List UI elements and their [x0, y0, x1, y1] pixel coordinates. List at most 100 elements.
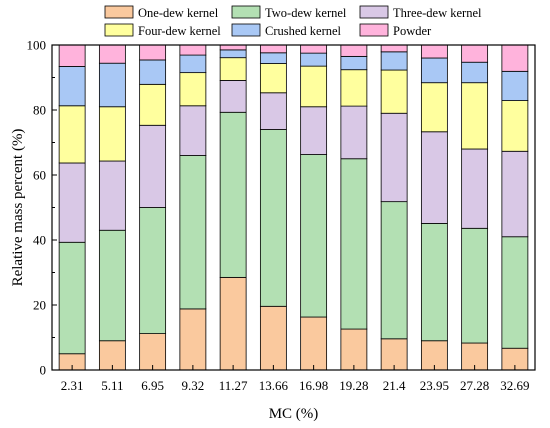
bar-segment-three-dew-kernel-13.66	[259, 92, 287, 130]
y-axis-title: Relative mass percent (%)	[10, 129, 26, 287]
bar-segment-crushed-kernel-5.11	[98, 62, 126, 108]
x-tick-label: 27.28	[460, 378, 489, 393]
bar-segment-one-dew-kernel-9.32	[179, 308, 207, 371]
bar-segment-crushed-kernel-9.32	[179, 54, 207, 74]
bar-segment-one-dew-kernel-11.27	[219, 276, 247, 371]
bar-segment-powder-27.28	[461, 44, 489, 63]
bar-segment-four-dew-kernel-6.95	[139, 83, 167, 126]
bar-segment-powder-2.31	[58, 44, 86, 67]
bar-segment-powder-6.95	[139, 44, 167, 61]
bar-segment-crushed-kernel-21.4	[380, 51, 408, 71]
bar-segment-powder-13.66	[259, 44, 287, 54]
legend: One-dew kernel Two-dew kernel Three-dew ke…	[104, 5, 482, 38]
bar-segment-four-dew-kernel-11.27	[219, 57, 247, 81]
bar-segment-four-dew-kernel-5.11	[98, 106, 126, 162]
x-tick-label: 6.95	[141, 378, 164, 393]
bar-segment-one-dew-kernel-6.95	[139, 333, 167, 371]
y-tick-label: 100	[27, 38, 47, 53]
bar-segment-two-dew-kernel-16.98	[300, 154, 328, 318]
bar-segment-four-dew-kernel-19.28	[340, 69, 368, 107]
legend-label-crushed-kernel: Crushed kernel	[265, 24, 342, 38]
x-tick-label: 32.69	[500, 378, 529, 393]
bar-segment-three-dew-kernel-21.4	[380, 112, 408, 203]
bar-segment-powder-16.98	[300, 44, 328, 54]
legend-swatch-three-dew-kernel	[359, 5, 389, 19]
bar-segment-three-dew-kernel-11.27	[219, 80, 247, 113]
bar-segment-one-dew-kernel-19.28	[340, 328, 368, 371]
y-axis: 0 20 40 60 80 100	[27, 38, 57, 378]
bar-segment-three-dew-kernel-2.31	[58, 162, 86, 243]
bar-segment-three-dew-kernel-5.11	[98, 160, 126, 231]
bar-segment-two-dew-kernel-6.95	[139, 207, 167, 334]
bar-segment-four-dew-kernel-23.95	[420, 82, 448, 133]
bar-segment-powder-9.32	[179, 44, 207, 56]
x-axis: 2.31 5.11 6.95 9.32 11.27 13.66 16.98 19.28 21.4…	[61, 365, 530, 393]
bar-segment-two-dew-kernel-11.27	[219, 111, 247, 278]
bar-segment-three-dew-kernel-16.98	[300, 106, 328, 155]
y-tick-label: 0	[40, 363, 47, 378]
legend-label-four-dew-kernel: Four-dew kernel	[138, 24, 221, 38]
bar-segment-powder-11.27	[219, 44, 247, 51]
bar-segment-three-dew-kernel-23.95	[420, 131, 448, 224]
bar-segment-two-dew-kernel-19.28	[340, 158, 368, 330]
x-axis-title: MC (%)	[269, 406, 319, 422]
bar-segment-three-dew-kernel-27.28	[461, 148, 489, 229]
bar-segment-crushed-kernel-32.69	[501, 70, 529, 101]
x-tick-label: 23.95	[420, 378, 449, 393]
bar-segment-four-dew-kernel-9.32	[179, 72, 207, 107]
x-tick-label: 5.11	[101, 378, 123, 393]
y-tick-label: 40	[33, 233, 46, 248]
x-tick-label: 21.4	[383, 378, 406, 393]
bar-segment-powder-23.95	[420, 44, 448, 59]
bar-segment-four-dew-kernel-32.69	[501, 100, 529, 152]
bar-segment-crushed-kernel-13.66	[259, 52, 287, 64]
bar-segment-two-dew-kernel-2.31	[58, 241, 86, 355]
bar-segment-crushed-kernel-19.28	[340, 55, 368, 71]
bar-segment-crushed-kernel-27.28	[461, 61, 489, 84]
bar-segment-four-dew-kernel-2.31	[58, 105, 86, 164]
bar-segment-three-dew-kernel-19.28	[340, 105, 368, 160]
x-tick-label: 19.28	[339, 378, 368, 393]
legend-swatch-two-dew-kernel	[231, 5, 261, 19]
bar-segment-three-dew-kernel-32.69	[501, 150, 529, 238]
bar-segment-three-dew-kernel-9.32	[179, 105, 207, 156]
y-tick-label: 20	[33, 298, 46, 313]
legend-swatch-four-dew-kernel	[104, 23, 134, 37]
bar-segment-four-dew-kernel-13.66	[259, 63, 287, 94]
bar-segment-powder-21.4	[380, 44, 408, 53]
x-tick-label: 2.31	[61, 378, 84, 393]
bars	[58, 44, 529, 371]
bar-segment-one-dew-kernel-16.98	[300, 316, 328, 371]
bar-segment-four-dew-kernel-27.28	[461, 82, 489, 150]
bar-segment-crushed-kernel-23.95	[420, 57, 448, 84]
x-tick-label: 16.98	[299, 378, 328, 393]
bar-segment-two-dew-kernel-21.4	[380, 201, 408, 340]
bar-segment-crushed-kernel-2.31	[58, 66, 86, 107]
x-tick-label: 9.32	[182, 378, 205, 393]
bar-segment-powder-32.69	[501, 44, 529, 72]
bar-segment-two-dew-kernel-9.32	[179, 155, 207, 310]
bar-segment-three-dew-kernel-6.95	[139, 124, 167, 208]
bar-segment-powder-19.28	[340, 44, 368, 57]
legend-swatch-crushed-kernel	[231, 23, 261, 37]
y-tick-label: 60	[33, 168, 46, 183]
bar-segment-crushed-kernel-16.98	[300, 52, 328, 67]
legend-label-powder: Powder	[393, 24, 432, 38]
bar-segment-four-dew-kernel-21.4	[380, 69, 408, 114]
bar-segment-one-dew-kernel-13.66	[259, 305, 287, 371]
legend-label-one-dew-kernel: One-dew kernel	[138, 6, 219, 20]
y-tick-label: 80	[33, 103, 46, 118]
bar-segment-crushed-kernel-11.27	[219, 49, 247, 59]
legend-label-three-dew-kernel: Three-dew kernel	[393, 6, 482, 20]
bar-segment-two-dew-kernel-27.28	[461, 227, 489, 344]
x-tick-label: 11.27	[219, 378, 248, 393]
bar-segment-two-dew-kernel-23.95	[420, 223, 448, 342]
bar-segment-two-dew-kernel-13.66	[259, 129, 287, 307]
bar-segment-powder-5.11	[98, 44, 126, 64]
bar-segment-two-dew-kernel-5.11	[98, 229, 126, 342]
bar-segment-crushed-kernel-6.95	[139, 59, 167, 85]
legend-label-two-dew-kernel: Two-dew kernel	[265, 6, 347, 20]
legend-swatch-one-dew-kernel	[104, 5, 134, 19]
bar-segment-four-dew-kernel-16.98	[300, 65, 328, 108]
